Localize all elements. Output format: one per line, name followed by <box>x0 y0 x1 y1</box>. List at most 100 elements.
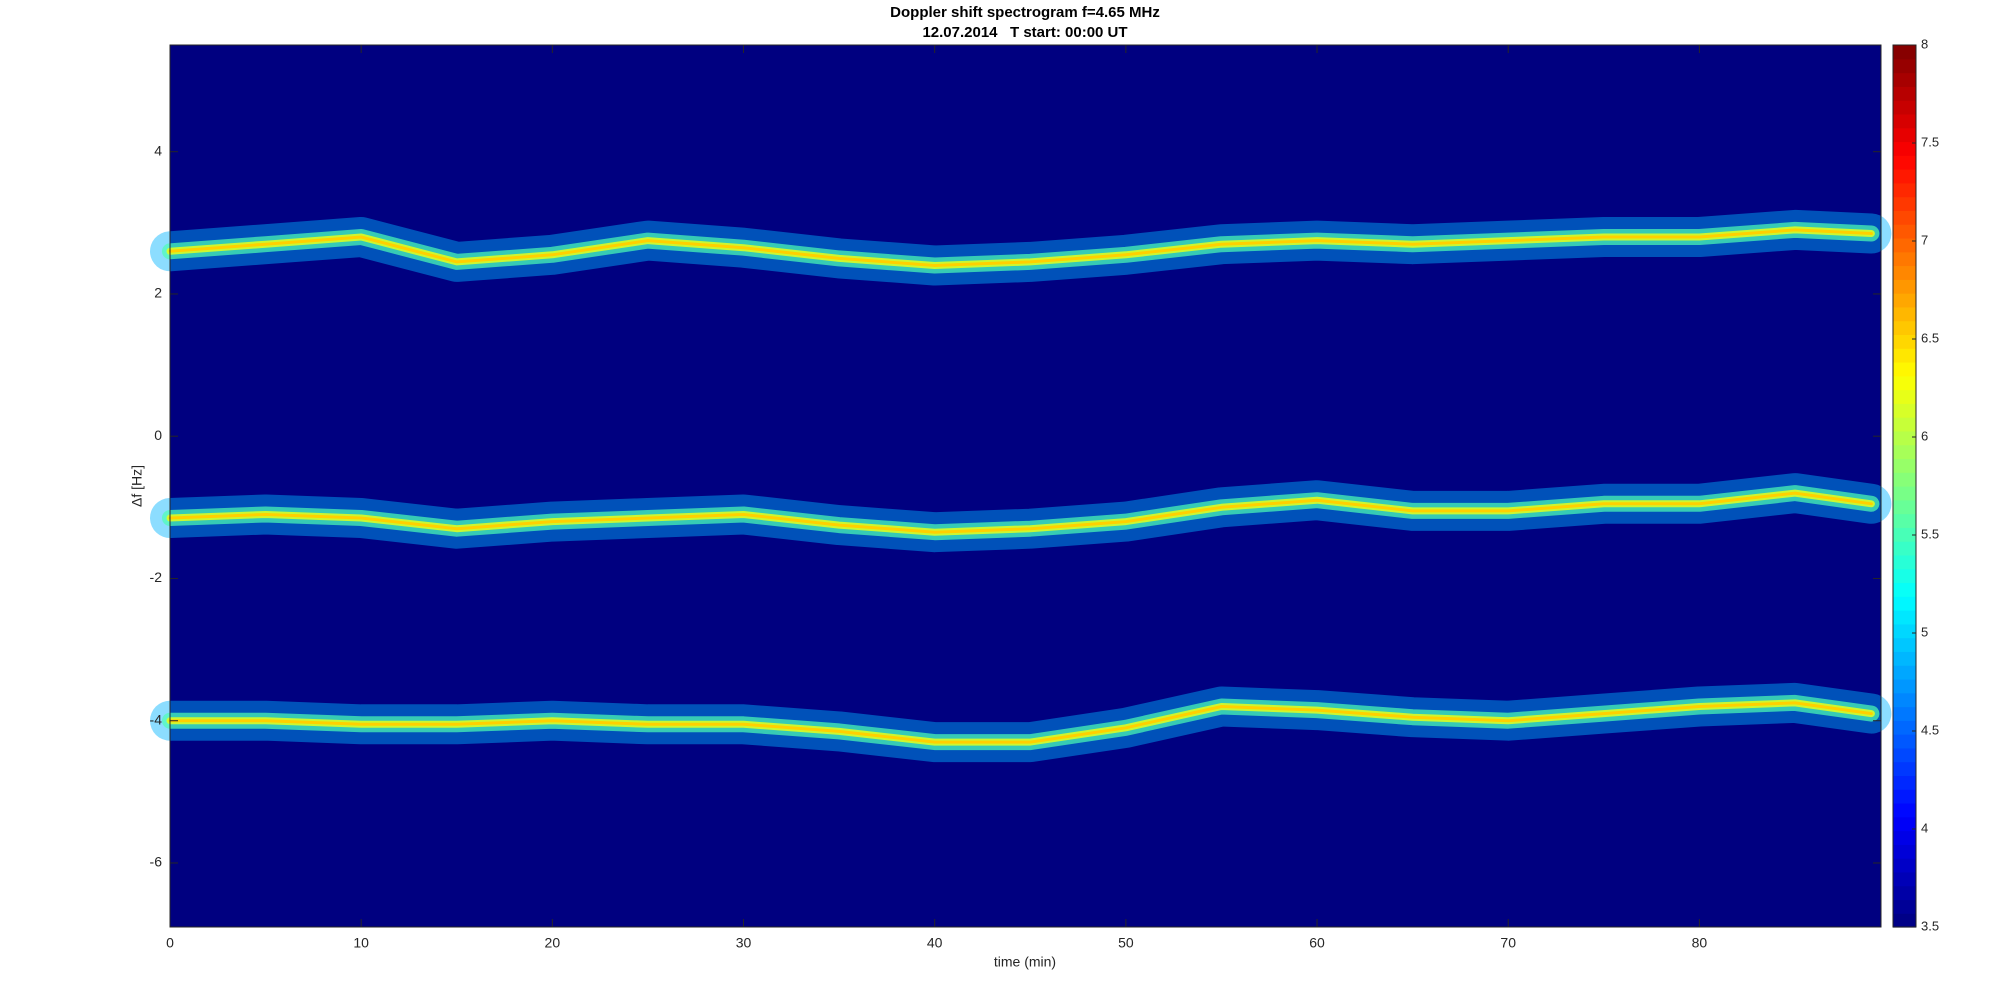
chart-subtitle: 12.07.2014 T start: 00:00 UT <box>922 24 1127 41</box>
plot-background <box>170 45 1881 927</box>
colorbar-tick-label: 5.5 <box>1921 526 1939 541</box>
colorbar-segment <box>1893 816 1916 832</box>
colorbar-segment <box>1893 582 1916 597</box>
axes-frame <box>169 44 1882 928</box>
y-tick-label: -6 <box>150 854 163 870</box>
colorbar-segment <box>1893 237 1916 253</box>
colorbar-segment <box>1893 375 1916 391</box>
colorbar-segment <box>1893 871 1916 887</box>
colorbar-segment <box>1893 403 1916 418</box>
x-tick-label: 10 <box>353 935 369 951</box>
colorbar-segment <box>1893 651 1916 666</box>
colorbar-segment <box>1893 720 1916 735</box>
colorbar-segment <box>1893 568 1916 584</box>
axes <box>169 44 1882 928</box>
colorbar-segment <box>1893 306 1916 322</box>
colorbar-segment <box>1893 361 1916 377</box>
colorbar-segment <box>1893 155 1916 170</box>
colorbar-segment <box>1893 706 1916 721</box>
y-tick-label: -4 <box>150 711 163 727</box>
y-tick-label: 0 <box>154 427 162 443</box>
colorbar-segment <box>1893 610 1916 625</box>
colorbar-segment <box>1893 747 1916 763</box>
colorbar-segment <box>1893 513 1916 528</box>
colorbar-segment <box>1893 623 1916 639</box>
colorbar-segment <box>1893 775 1916 790</box>
colorbar-tick-label: 7.5 <box>1921 134 1939 149</box>
colorbar-tick-label: 5 <box>1921 624 1928 639</box>
colorbar-segment <box>1893 678 1916 694</box>
colorbar-segment <box>1893 499 1916 515</box>
colorbar-segment <box>1893 334 1916 349</box>
trace <box>168 491 1873 534</box>
colorbar-segment <box>1893 224 1916 239</box>
colorbar-segment <box>1893 830 1916 845</box>
colorbar-segment <box>1893 141 1916 156</box>
colorbar-segment <box>1893 210 1916 225</box>
x-tick-label: 60 <box>1309 935 1325 951</box>
y-tick-label: 2 <box>154 285 162 301</box>
x-tick-label: 80 <box>1692 935 1708 951</box>
colorbar-segment <box>1893 45 1916 60</box>
colorbar-segment <box>1893 251 1916 267</box>
chart-title: Doppler shift spectrogram f=4.65 MHz <box>890 4 1160 21</box>
colorbar-segment <box>1893 279 1916 294</box>
colorbar-tick-label: 7 <box>1921 232 1928 247</box>
colorbar-tick-label: 8 <box>1921 36 1928 51</box>
colorbar-tick-label: 6 <box>1921 428 1928 443</box>
x-tick-label: 20 <box>545 935 561 951</box>
colorbar-segment <box>1893 458 1916 473</box>
colorbar-segment <box>1893 320 1916 336</box>
trace <box>168 701 1873 744</box>
colorbar-segment <box>1893 430 1916 446</box>
colorbar-segment <box>1893 293 1916 308</box>
x-tick-label: 40 <box>927 935 943 951</box>
colorbar-segment <box>1893 72 1916 87</box>
colorbar-segment <box>1893 58 1916 74</box>
colorbar-tick-label: 6.5 <box>1921 330 1939 345</box>
colorbar-segment <box>1893 169 1916 184</box>
colorbar-segment <box>1893 541 1916 556</box>
colorbar-segment <box>1893 417 1916 432</box>
colorbar-segment <box>1893 472 1916 487</box>
colorbar-segment <box>1893 86 1916 101</box>
colorbar-segment <box>1893 844 1916 859</box>
x-axis-label: time (min) <box>994 954 1056 970</box>
colorbar-segment <box>1893 265 1916 280</box>
colorbar-segment <box>1893 389 1916 404</box>
y-tick-label: -2 <box>150 569 163 585</box>
colorbar-segment <box>1893 182 1916 198</box>
colorbar-segment <box>1893 692 1916 708</box>
colorbar-segment <box>1893 100 1916 115</box>
x-tick-label: 0 <box>166 935 174 951</box>
colorbar-segment <box>1893 554 1916 570</box>
colorbar-segment <box>1893 127 1916 143</box>
colorbar-tick-label: 3.5 <box>1921 918 1939 933</box>
colorbar-segment <box>1893 113 1916 129</box>
colorbar-segment <box>1893 637 1916 652</box>
trace <box>168 228 1873 267</box>
colorbar-tick-label: 4 <box>1921 820 1928 835</box>
x-tick-label: 30 <box>736 935 752 951</box>
colorbar-segment <box>1893 789 1916 804</box>
colorbar-segment <box>1893 527 1916 542</box>
colorbar-segment <box>1893 196 1916 211</box>
x-tick-label: 50 <box>1118 935 1134 951</box>
colorbar-segment <box>1893 802 1916 818</box>
y-axis-label: Δf [Hz] <box>129 465 145 507</box>
y-tick-label: 4 <box>154 142 162 158</box>
colorbar-tick-label: 4.5 <box>1921 722 1939 737</box>
colorbar-segment <box>1893 444 1916 460</box>
colorbar-segment <box>1893 858 1916 873</box>
colorbar-segment <box>1893 899 1916 914</box>
colorbar-segment <box>1893 596 1916 611</box>
colorbar-segment <box>1893 734 1916 749</box>
colorbar-segment <box>1893 486 1916 501</box>
colorbar-segment <box>1893 913 1916 928</box>
colorbar-frame <box>1892 44 1917 928</box>
colorbar-segment <box>1893 761 1916 777</box>
colorbar-segment <box>1893 348 1916 363</box>
x-tick-label: 70 <box>1500 935 1516 951</box>
